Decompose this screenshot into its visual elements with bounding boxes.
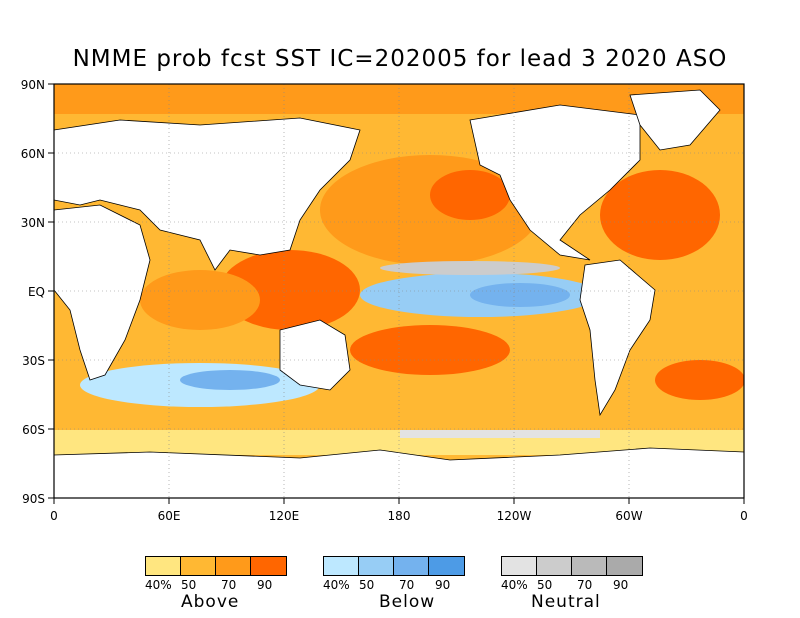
neutral-swatch-1 (502, 557, 537, 575)
legend-above-label: Above (181, 592, 240, 612)
spac-strong (350, 325, 510, 375)
legend-above-swatches (145, 556, 287, 576)
npac-strong (430, 170, 510, 220)
x-axis-labels: 0 60E 120E 180 120W 60W 0 (50, 509, 748, 523)
above-tick: 90 (257, 578, 273, 592)
neutral-tick: 40% (501, 578, 528, 592)
y-label: 90N (21, 78, 45, 92)
grid-lines (54, 84, 744, 498)
neutral-swatch-2 (537, 557, 572, 575)
x-label: 120W (497, 509, 532, 523)
below-tick: 50 (359, 578, 375, 592)
eqpac-neutral (380, 261, 560, 275)
satl-strong (655, 360, 744, 400)
below-swatch-2 (359, 557, 394, 575)
above-swatch-2 (181, 557, 216, 575)
africa (54, 204, 151, 381)
x-label: 0 (740, 509, 748, 523)
x-label: 0 (50, 509, 58, 523)
above-tick: 40% (145, 578, 172, 592)
y-label: 30S (22, 354, 45, 368)
y-axis-labels: 90N 60N 30N EQ 30S 60S 90S (21, 78, 45, 506)
above-swatch-1 (146, 557, 181, 575)
y-ticks (48, 83, 54, 499)
ind-above (140, 270, 260, 330)
neutral-swatch-4 (607, 557, 642, 575)
legend-below: 40% 50 70 90 Below (323, 556, 465, 612)
x-ticks (53, 498, 745, 504)
neutral-tick: 70 (577, 578, 593, 592)
above-swatch-4 (251, 557, 286, 575)
legend-neutral-label: Neutral (531, 592, 601, 612)
sind-below-2 (180, 370, 280, 390)
above-tick: 50 (181, 578, 197, 592)
greenland (629, 89, 721, 151)
y-label: 30N (21, 216, 45, 230)
legend-below-label: Below (379, 592, 436, 612)
below-swatch-4 (429, 557, 464, 575)
map-field (54, 84, 744, 498)
y-label: 90S (22, 492, 45, 506)
map-title: NMME prob fcst SST IC=202005 for lead 3 … (72, 46, 728, 72)
legend-neutral-swatches (501, 556, 643, 576)
y-label: EQ (28, 285, 45, 299)
x-label: 180 (388, 509, 411, 523)
natl-strong (600, 170, 720, 260)
eurasia (54, 117, 361, 271)
neutral-swatch-3 (572, 557, 607, 575)
legend-below-swatches (323, 556, 465, 576)
x-label: 120E (269, 509, 300, 523)
above-tick: 70 (221, 578, 237, 592)
below-swatch-3 (394, 557, 429, 575)
y-label: 60S (22, 423, 45, 437)
southern-neutral (400, 430, 600, 438)
below-tick: 70 (399, 578, 415, 592)
y-label: 60N (21, 147, 45, 161)
eqpac-below-strong (470, 283, 570, 307)
australia (279, 319, 351, 391)
neutral-tick: 50 (537, 578, 553, 592)
legend-above: 40% 50 70 90 Above (145, 556, 287, 612)
legend-neutral: 40% 50 70 90 Neutral (501, 556, 643, 612)
south-america (579, 259, 656, 417)
x-label: 60E (158, 509, 181, 523)
above-swatch-3 (216, 557, 251, 575)
neutral-tick: 90 (613, 578, 629, 592)
below-tick: 90 (435, 578, 451, 592)
below-swatch-1 (324, 557, 359, 575)
x-label: 60W (615, 509, 642, 523)
below-tick: 40% (323, 578, 350, 592)
